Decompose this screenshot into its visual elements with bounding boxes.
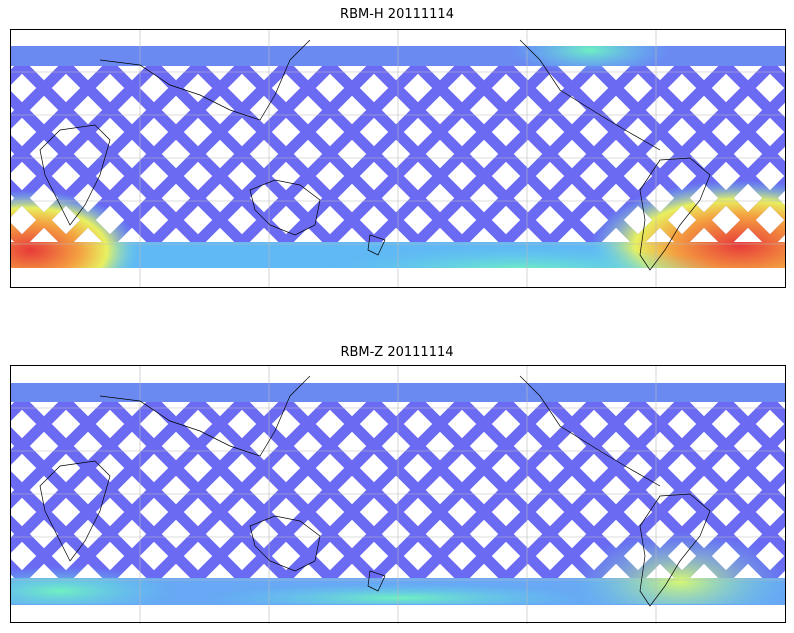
panel-title: RBM-H 20111114: [340, 7, 454, 22]
anomaly-overlay: [0, 25, 794, 310]
map-frame: [10, 29, 786, 288]
graticule: [10, 365, 785, 624]
map-panel: RBM-H 20111114: [0, 7, 794, 310]
map-panel: RBM-Z 20111114: [0, 345, 790, 631]
swath: [10, 383, 785, 402]
graticule: [10, 29, 785, 288]
map-frame: [10, 365, 786, 623]
coastlines: [39, 375, 711, 607]
coastlines: [39, 39, 711, 271]
panel-title: RBM-Z 20111114: [340, 345, 453, 360]
anomaly-overlay: [0, 531, 790, 631]
